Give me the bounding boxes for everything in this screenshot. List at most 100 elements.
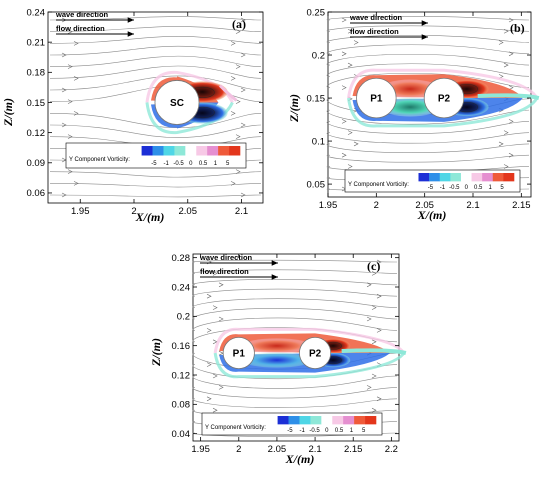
x-tick-label: 2.1 [466,200,479,211]
x-tick-label: 2 [131,206,136,217]
streamline-arrow [341,152,347,158]
streamline-arrow [508,51,514,57]
streamline [326,63,530,77]
legend-tick-label: 5 [362,428,366,434]
vorticity-legend: Y Component Vorticity: -5 -1 -0.5 0 0.5 1 5 [65,142,247,169]
wake-tail [477,93,540,100]
legend-swatch [343,416,355,425]
streamline-arrow [376,259,382,265]
y-tick-label: 0.16 [172,341,191,352]
streamline [49,124,262,138]
streamline-arrow [73,181,79,186]
streamline [49,75,262,91]
streamline-arrow [240,192,246,198]
streamline [49,16,262,21]
streamline-arrow [61,87,67,93]
flow-direction-label: flow direction [200,267,249,276]
y-tick-label: 0.06 [27,188,46,199]
streamline [192,298,398,308]
shear-halo-top [213,327,406,354]
legend-tick-label: -5 [151,161,157,167]
streamline-arrow [503,28,509,34]
streamline-arrow [61,192,67,198]
streamline-arrow [67,64,73,69]
y-tick-label: 0.1 [312,136,325,147]
wave-direction-label: wave direction [199,253,253,262]
streamline-arrow [371,271,377,276]
x-tick-label: 2.2 [385,444,398,455]
streamline-arrow [218,316,224,322]
legend-title: Y Component Vorticity: [348,182,409,188]
y-tick-label: 0.12 [172,370,191,381]
legend-swatch [321,416,333,425]
cylinder-label: P2 [309,349,322,360]
wave-direction-label: wave direction [349,13,403,22]
streamline-arrow [366,385,372,390]
streamline-arrow [218,385,224,390]
streamline [326,53,530,66]
legend-tick-label: 1 [350,428,354,434]
streamline [326,44,530,55]
legend-swatch [332,416,344,425]
streamline-arrow [347,62,353,68]
legend-tick-label: -5 [428,185,434,191]
gap-vortex-negative [241,352,312,368]
streamline [192,269,398,274]
y-tick-label: 0.04 [172,429,191,440]
y-tick-label: 0.05 [307,179,326,190]
cylinder [299,336,332,370]
streamline [49,36,262,44]
streamline [326,72,530,88]
streamline [326,34,530,43]
streamline [326,109,530,125]
legend-swatch [365,416,377,425]
legend-swatch [492,173,504,182]
streamline-arrow [341,119,347,124]
streamline-arrow [240,17,246,23]
legend-tick-label: -0.5 [309,428,320,434]
streamline-arrow [347,28,353,34]
streamline-arrow [371,305,377,310]
legend-swatch [229,146,241,156]
y-tick-label: 0.24 [27,7,46,18]
cylinder-label: SC [170,98,184,109]
legend-tick-label: 1 [488,185,492,191]
cylinder-label: P1 [370,94,383,105]
streamline [49,171,262,178]
x-tick-label: 2.1 [308,444,321,455]
cylinder [154,80,200,125]
streamline-arrow [73,41,79,46]
legend-tick-label: 0 [189,161,193,167]
wave-direction-label: wave direction [55,10,109,19]
legend-tick-label: 0 [325,428,329,434]
streamline [49,45,262,56]
streamline-arrow [366,282,372,288]
y-tick-label: 0.18 [27,68,46,79]
streamline-arrow [206,293,212,299]
y-tick-label: 0.21 [27,37,46,48]
streamline [49,55,262,67]
shear-halo-top [347,68,539,99]
streamline [49,65,262,79]
legend-swatch [418,173,430,182]
legend-tick-label: 0.5 [199,161,208,167]
streamline-arrow [508,17,514,23]
legend-swatch [174,146,186,156]
x-tick-label: 1.95 [71,206,90,217]
axis-ticks: 1.95 2 2.05 2.1 2.15 0.05 0.1 0.15 0.2 0.25 [307,7,531,211]
streamline [49,194,262,198]
cylinders: P1 P2 [356,77,465,119]
streamline [192,398,398,408]
legend-swatch [299,416,311,425]
x-tick-label: 1.95 [319,200,338,211]
streamline [192,375,398,389]
y-tick-label: 0.25 [307,7,326,18]
legend-swatch [277,416,289,425]
y-tick-label: 0.2 [177,312,190,323]
y-axis-label: Z/(m) [1,98,15,127]
legend-swatch [288,416,300,425]
streamline-arrow [212,271,218,276]
streamline [49,183,262,188]
streamline-arrow [503,130,509,135]
